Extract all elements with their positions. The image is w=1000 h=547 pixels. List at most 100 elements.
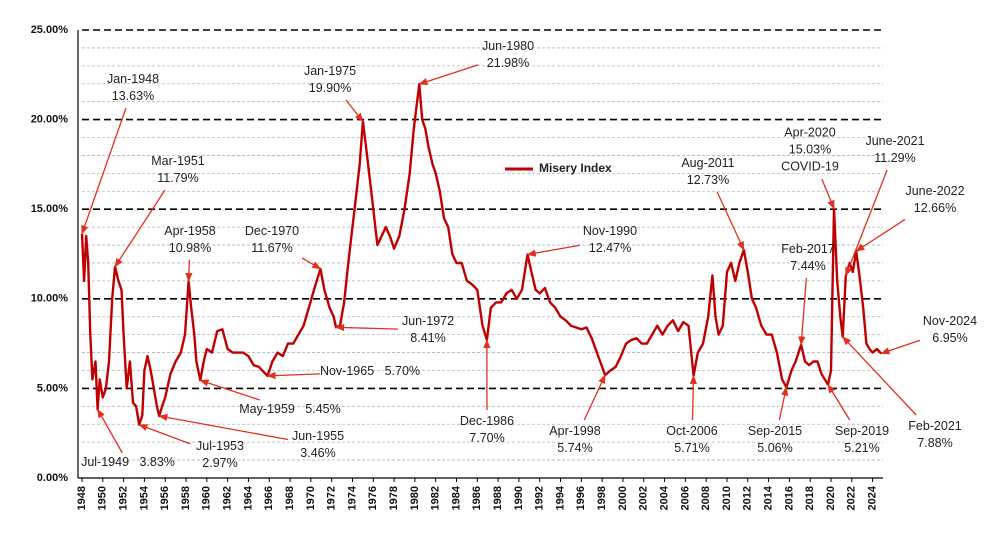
annotation-arrow <box>689 374 698 421</box>
annotation: Aug-2011 12.73% <box>681 156 745 251</box>
annotation: Dec-1970 11.67% <box>245 224 322 270</box>
annotation-date: Apr-1998 <box>549 424 600 438</box>
x-tick-label: 1970 <box>305 486 317 510</box>
annotation-arrow <box>827 383 851 421</box>
annotation-date: June-2022 <box>905 184 964 198</box>
annotation: Jun-1980 21.98% <box>418 39 534 86</box>
annotation-arrow <box>114 189 166 268</box>
annotation-value: 5.70% <box>385 364 420 378</box>
y-tick-label: 25.00% <box>31 24 69 36</box>
annotation: Jun-1972 8.41% <box>335 314 454 345</box>
annotation-arrow <box>418 64 479 86</box>
x-tick-label: 1962 <box>222 486 234 510</box>
annotation: Apr-1958 10.98% <box>164 224 216 283</box>
annotation: Mar-1951 11.79% <box>114 154 205 268</box>
annotation-value: 6.95% <box>932 331 967 345</box>
annotation-date: Nov-1965 <box>320 364 374 378</box>
annotation: June-2022 12.66% <box>855 184 965 252</box>
annotation-arrow <box>880 339 921 355</box>
annotation-value: 15.03% <box>789 142 831 156</box>
annotation-value: 11.79% <box>157 171 198 185</box>
x-tick-label: 1996 <box>575 486 587 510</box>
annotation-value: 2.97% <box>202 456 237 470</box>
legend: Misery Index <box>505 161 612 175</box>
annotation-arrow <box>345 99 364 123</box>
x-tick-label: 1974 <box>346 485 358 510</box>
annotation-date: Feb-2017 <box>781 242 835 256</box>
y-tick-label: 0.00% <box>37 472 68 484</box>
annotation-date: June-2021 <box>865 134 924 148</box>
annotation-value: 5.71% <box>674 441 709 455</box>
annotation-date: Feb-2021 <box>908 419 962 433</box>
annotation: Jan-1975 19.90% <box>304 64 364 123</box>
y-tick-label: 15.00% <box>31 203 69 215</box>
annotation: Jul-1953 2.97% <box>138 424 244 470</box>
annotation-arrow <box>266 371 321 380</box>
x-tick-label: 1982 <box>430 486 442 510</box>
annotation-date: Jun-1980 <box>482 39 534 53</box>
annotation-date: Dec-1970 <box>245 224 299 238</box>
annotation: Dec-1986 7.70% <box>460 339 514 445</box>
annotation: Sep-2015 5.06% <box>748 386 802 455</box>
x-tick-label: 1972 <box>326 486 338 510</box>
x-tick-label: 2012 <box>742 486 754 510</box>
x-tick-label: 2018 <box>804 486 816 510</box>
x-tick-label: 1952 <box>118 486 130 510</box>
x-tick-label: 1954 <box>138 485 150 510</box>
annotation-date: Apr-2020 <box>784 125 835 139</box>
x-tick-label: 2016 <box>783 486 795 510</box>
annotation-date: Oct-2006 <box>666 424 717 438</box>
annotation-text: Jul-1949 3.83% <box>81 455 175 469</box>
x-tick-label: 1960 <box>201 486 213 510</box>
annotation-date: May-1959 <box>239 402 295 416</box>
x-tick-label: 1956 <box>159 486 171 510</box>
annotation-arrow <box>855 218 906 252</box>
annotation-value: 3.46% <box>300 446 335 460</box>
annotation-date: Sep-2019 <box>835 424 889 438</box>
annotation-value: 12.73% <box>687 173 729 187</box>
annotation-arrow <box>778 386 789 421</box>
x-tick-label: 1988 <box>492 486 504 510</box>
annotation-arrow <box>842 336 917 416</box>
x-tick-label: 1950 <box>97 486 109 510</box>
x-tick-label: 1978 <box>388 486 400 510</box>
x-tick-label: 2004 <box>658 485 670 510</box>
x-tick-label: 1964 <box>242 485 254 510</box>
annotation-value: 21.98% <box>487 56 529 70</box>
annotation: Oct-2006 5.71% <box>666 374 718 455</box>
annotation: Jun-1955 3.46% <box>158 413 344 460</box>
annotation: Nov-1990 12.47% <box>526 224 637 257</box>
annotation-arrow <box>526 244 581 257</box>
annotation-date: Mar-1951 <box>151 154 205 168</box>
x-tick-label: 2002 <box>638 486 650 510</box>
annotation-value: 11.29% <box>874 151 915 165</box>
annotation-value: 5.74% <box>557 441 592 455</box>
legend-label: Misery Index <box>539 161 612 175</box>
x-tick-label: 2022 <box>846 486 858 510</box>
annotation-value: 7.44% <box>790 259 825 273</box>
annotation-arrow <box>199 379 260 401</box>
annotation-value: 12.47% <box>589 241 631 255</box>
annotation-value: 11.67% <box>251 241 292 255</box>
annotation-value: 10.98% <box>169 241 211 255</box>
annotation: Nov-2024 6.95% <box>880 314 977 355</box>
x-tick-label: 2008 <box>700 486 712 510</box>
annotation-value: 5.06% <box>757 441 792 455</box>
x-tick-label: 1976 <box>367 486 379 510</box>
annotation-text: May-1959 5.45% <box>239 402 340 416</box>
y-tick-label: 5.00% <box>37 382 68 394</box>
x-tick-label: 2006 <box>679 486 691 510</box>
y-tick-label: 20.00% <box>31 114 69 126</box>
annotation-value: 5.45% <box>305 402 340 416</box>
annotation-arrow <box>97 408 123 454</box>
annotation: Feb-2017 7.44% <box>781 242 835 346</box>
annotation-date: Jan-1975 <box>304 64 356 78</box>
annotation: Sep-2019 5.21% <box>827 383 889 455</box>
annotation: June-2021 11.29% <box>845 134 925 277</box>
x-tick-label: 2024 <box>867 485 879 510</box>
x-tick-label: 1992 <box>534 486 546 510</box>
annotation: Jan-1948 13.63% <box>81 72 159 235</box>
annotation-arrow <box>821 178 835 210</box>
x-tick-label: 2010 <box>721 486 733 510</box>
annotation: Nov-1965 5.70% <box>266 364 420 380</box>
